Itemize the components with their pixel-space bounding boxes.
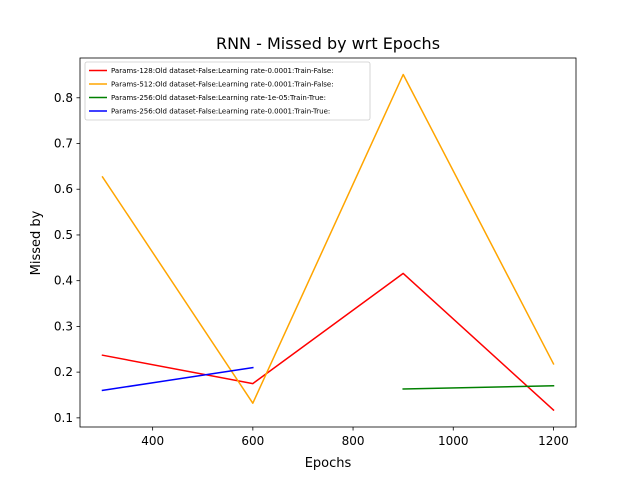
y-tick-label: 0.3 [54,319,73,333]
y-tick-label: 0.8 [54,91,73,105]
y-tick-label: 0.1 [54,411,73,425]
plot-frame [79,57,577,428]
legend-label-2: Params-256:Old dataset-False:Learning ra… [111,94,326,102]
legend-box [84,61,371,121]
series-line-2 [402,385,555,390]
x-axis-label: Epochs [305,456,352,471]
legend-label-0: Params-128:Old dataset-False:Learning ra… [111,67,334,75]
x-tick-label: 600 [241,434,264,448]
x-tick-label: 1000 [438,434,469,448]
x-tick-label: 400 [141,434,164,448]
legend: Params-128:Old dataset-False:Learning ra… [84,61,371,121]
legend-label-1: Params-512:Old dataset-False:Learning ra… [111,81,334,89]
plot-area [79,57,577,428]
y-tick-label: 0.4 [54,274,73,288]
series-line-3 [101,366,254,392]
y-axis: 0.1 0.2 0.3 0.4 0.5 0.6 0.7 0.8 [54,91,80,425]
x-tick-label: 800 [342,434,365,448]
y-tick-label: 0.5 [54,228,73,242]
series-line-0 [101,272,555,412]
x-axis: 400 600 800 1000 1200 [141,427,569,448]
chart-title: RNN - Missed by wrt Epochs [216,34,440,53]
y-tick-label: 0.7 [54,137,73,151]
y-axis-label: Missed by [29,210,44,275]
series-line-1 [101,73,555,404]
y-tick-label: 0.6 [54,182,73,196]
legend-label-3: Params-256:Old dataset-False:Learning ra… [111,108,330,116]
x-tick-label: 1200 [538,434,569,448]
y-tick-label: 0.2 [54,365,73,379]
